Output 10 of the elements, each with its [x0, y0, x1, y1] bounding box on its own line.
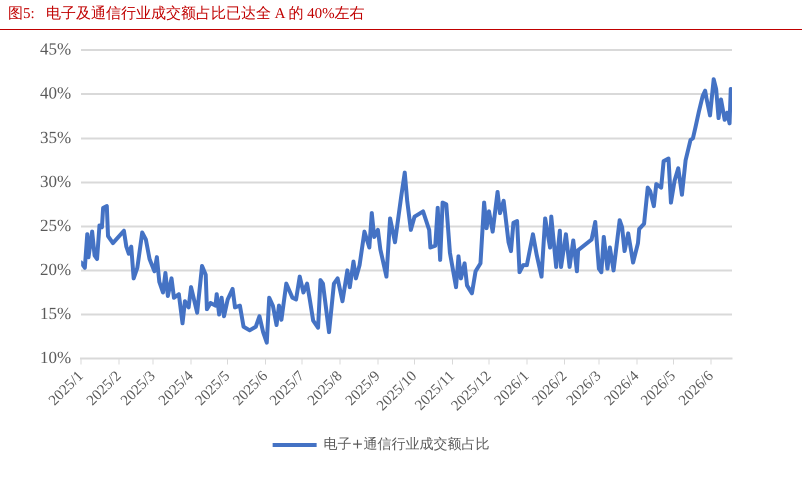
y-tick-label: 20%: [40, 260, 72, 279]
y-tick-label: 10%: [40, 348, 72, 367]
y-tick-label: 15%: [40, 304, 72, 323]
chart-title: 图5: 电子及通信行业成交额占比已达全 A 的 40%左右: [0, 0, 802, 30]
y-tick-label: 30%: [40, 172, 72, 191]
y-tick-label: 45%: [40, 40, 72, 59]
y-tick-label: 25%: [40, 216, 72, 235]
y-tick-label: 40%: [40, 84, 72, 103]
y-tick-label: 35%: [40, 128, 72, 147]
legend-label: 电子+通信行业成交额占比: [324, 436, 490, 453]
